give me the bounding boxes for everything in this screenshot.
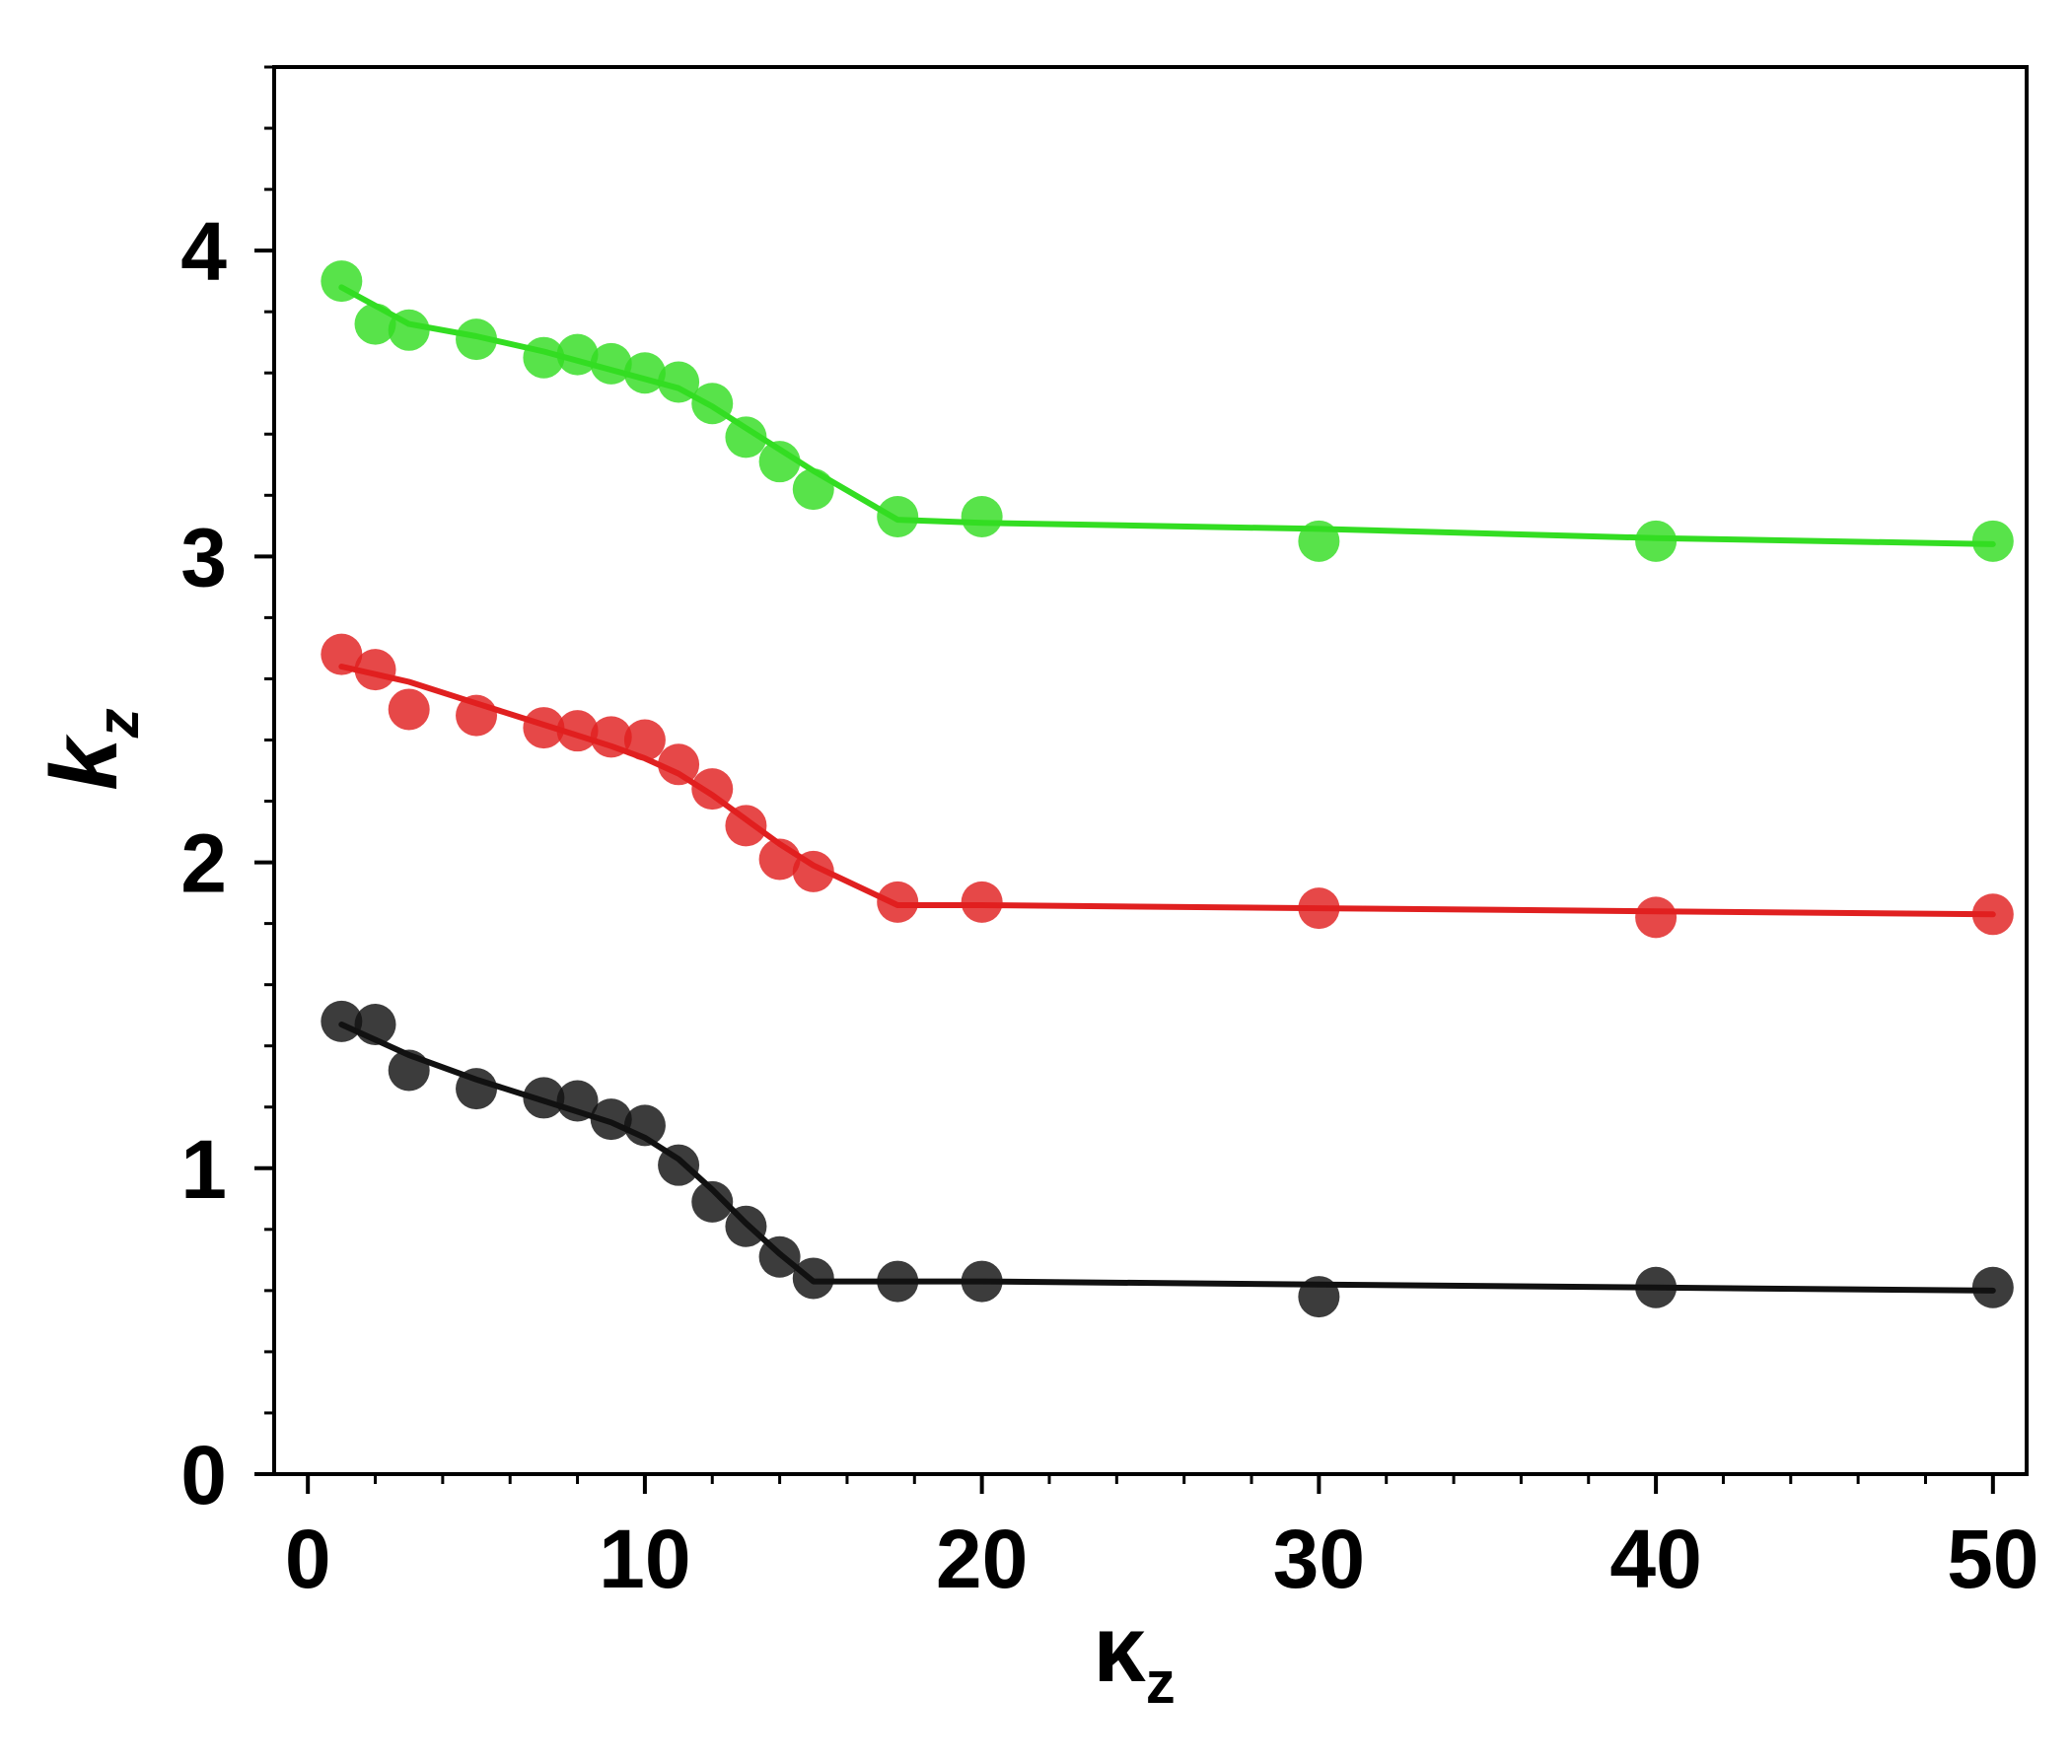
data-point [1298,887,1340,930]
data-point [725,1205,767,1247]
data-point [725,416,767,459]
data-point [1635,896,1678,939]
data-point [792,1257,834,1300]
data-point [792,468,834,511]
y-tick-label: 0 [180,1429,227,1521]
data-point [556,333,599,376]
data-point [590,716,632,758]
data-point [691,383,734,425]
data-point [1298,1276,1340,1318]
x-axis-title: κz [1093,1596,1176,1716]
data-point [456,694,498,737]
y-tick-label: 1 [180,1123,227,1216]
data-point [590,1098,632,1141]
series-3 [321,1000,2014,1318]
x-tick-label: 10 [599,1513,690,1605]
x-tick-label: 30 [1273,1513,1365,1605]
data-point [658,361,700,403]
x-axis-title-subscript: z [1146,1650,1176,1716]
data-point [877,1260,919,1303]
data-point [961,881,1003,923]
data-point [321,1000,363,1042]
data-point [658,743,700,786]
data-point [354,303,396,345]
data-point [1971,1266,2014,1308]
data-point [725,805,767,847]
data-point [623,1104,666,1147]
data-point [456,318,498,361]
y-axis-title: kz [32,708,151,790]
data-point [877,496,919,538]
data-point [1635,1266,1678,1308]
data-point [388,309,430,351]
series-group [321,260,2014,1318]
data-point [523,707,565,749]
data-point [758,1235,801,1278]
data-point [523,336,565,379]
data-point [1635,520,1678,562]
data-point [1971,893,2014,936]
x-tick-label: 40 [1609,1513,1701,1605]
data-point [877,881,919,923]
data-point [321,633,363,675]
data-point [1971,520,2014,562]
data-point [321,260,363,303]
data-point [523,1077,565,1119]
data-point [388,1049,430,1092]
data-point [961,496,1003,538]
data-point [354,649,396,691]
data-point [556,710,599,752]
data-point [1298,520,1340,562]
data-point [691,768,734,811]
data-point [758,838,801,881]
y-axis-title-symbol: k [32,734,137,791]
series-line [338,1022,1996,1294]
data-point [961,1260,1003,1303]
data-point [658,1144,700,1186]
data-point [691,1180,734,1223]
x-tick-label: 50 [1947,1513,2038,1605]
series-2 [321,633,2014,939]
data-point [758,441,801,483]
series-1 [321,260,2014,562]
data-point [792,850,834,892]
data-point [556,1080,599,1122]
data-point [388,688,430,731]
x-tick-label: 20 [936,1513,1028,1605]
plot-frame-group [272,65,2029,1476]
series-line [338,664,1996,918]
data-point [623,719,666,761]
y-tick-label: 4 [180,205,227,298]
x-tick-label: 0 [285,1513,331,1605]
data-point [456,1068,498,1110]
data-point [354,1003,396,1045]
labels-group: kz κz [32,708,1176,1716]
x-axis-title-symbol: κ [1093,1596,1146,1702]
data-point [623,352,666,394]
data-point [590,342,632,385]
ticks-group: 0 10 20 30 40 50 0 1 2 3 4 [180,65,2039,1605]
y-tick-label: 3 [180,511,227,603]
series-line [338,284,1996,547]
y-axis-title-subscript: z [85,708,151,739]
y-tick-label: 2 [180,817,227,910]
plot-frame [272,65,2029,1476]
